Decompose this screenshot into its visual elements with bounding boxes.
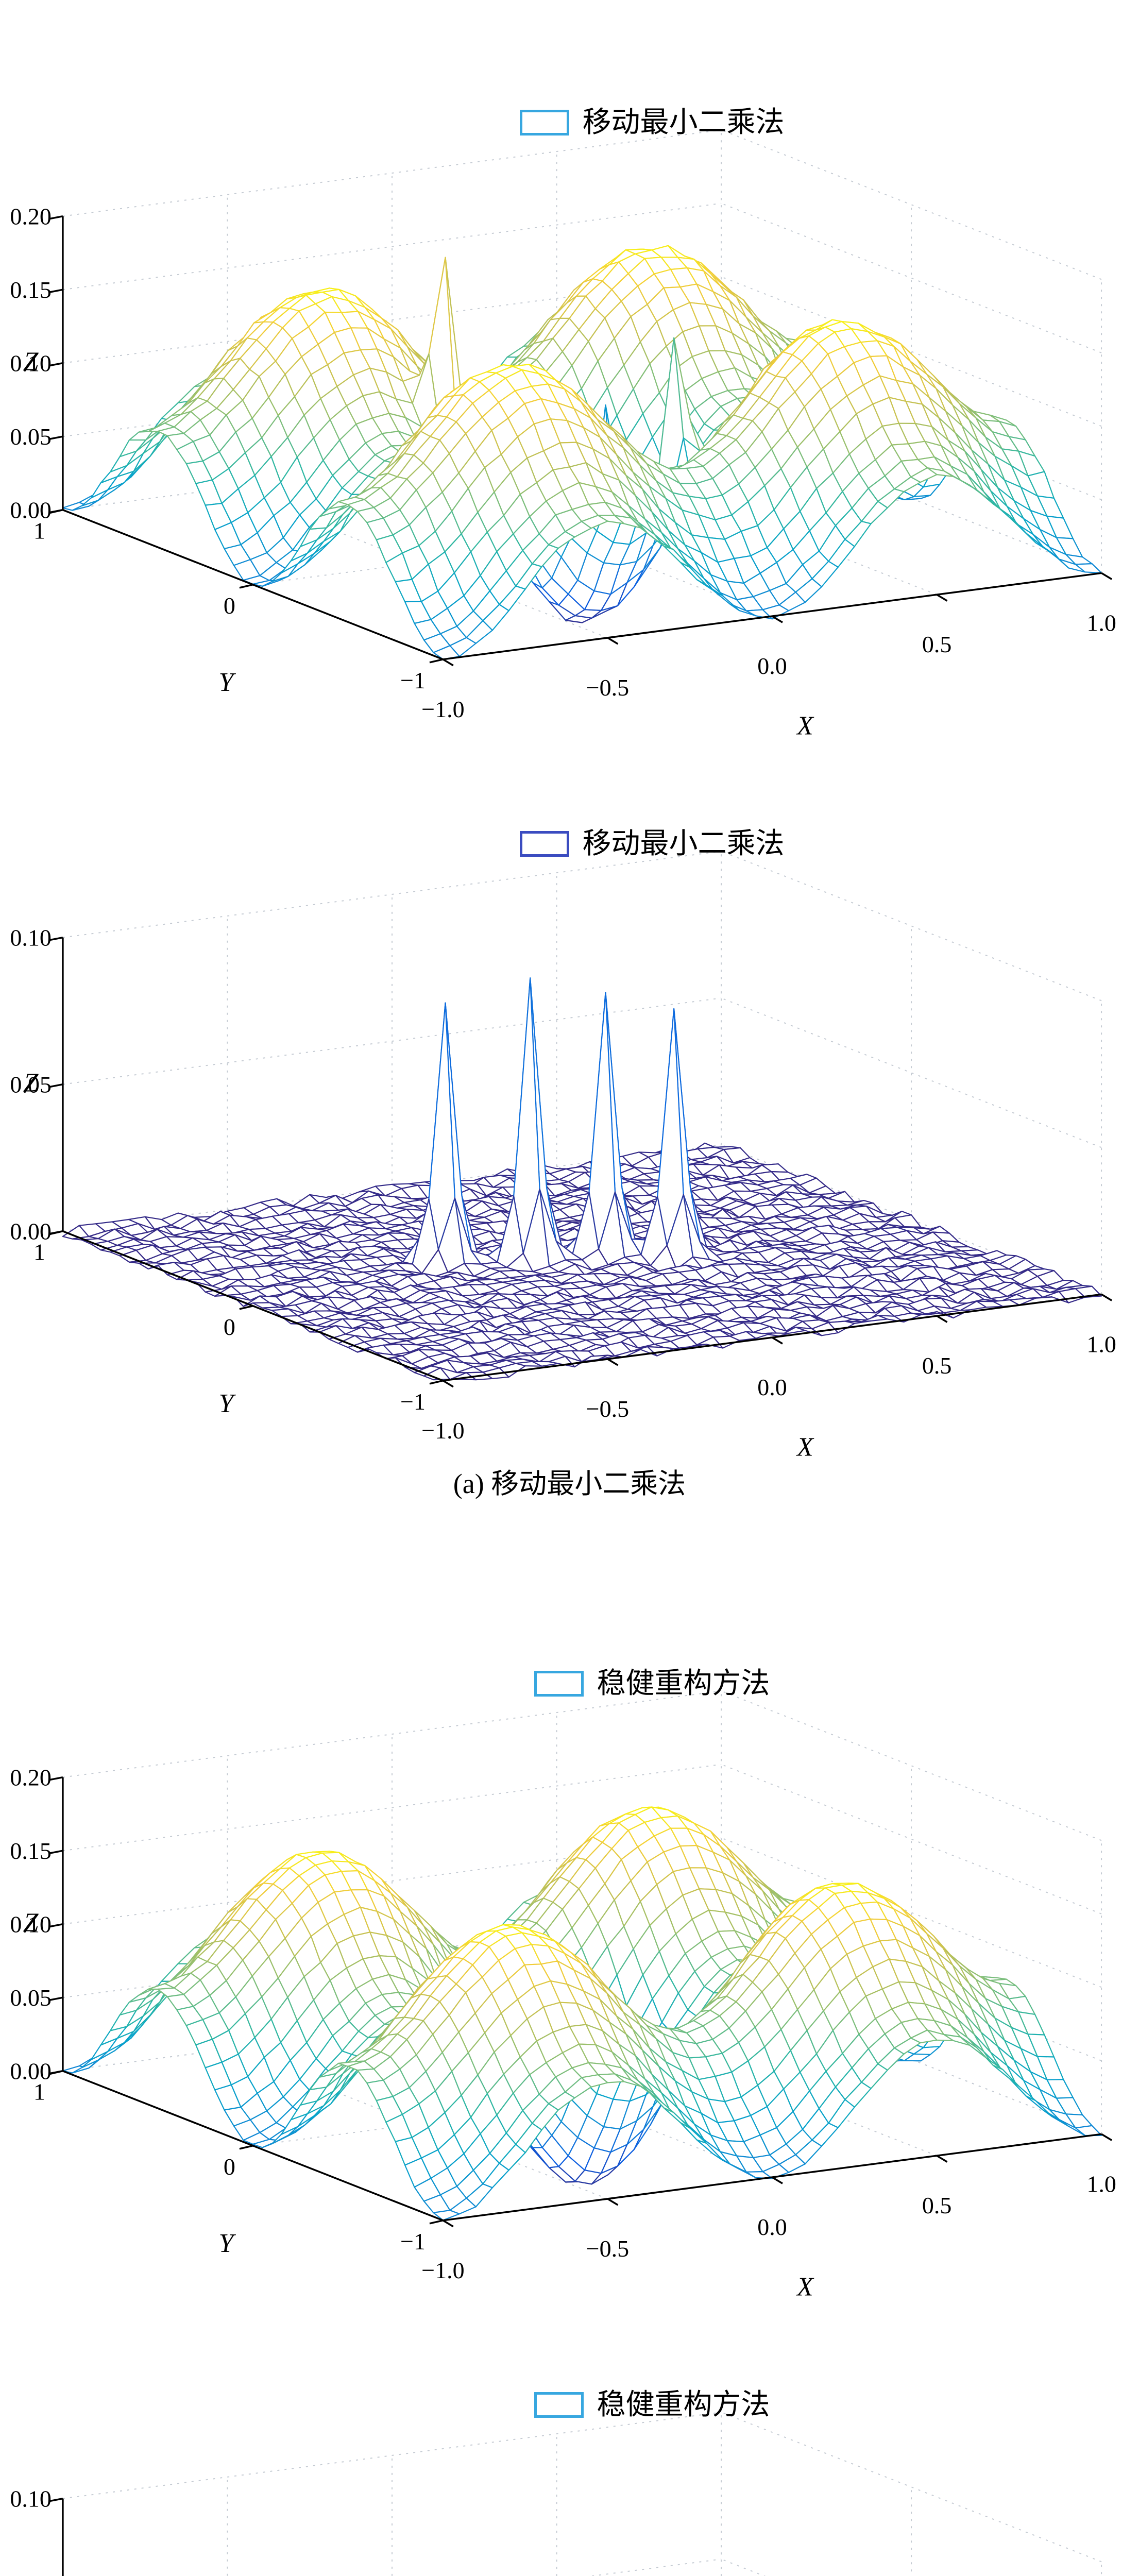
caption-a: (a) 移动最小二乘法 [453, 1468, 686, 1499]
svg-text:0.00: 0.00 [10, 1218, 52, 1245]
svg-text:0.15: 0.15 [10, 1838, 52, 1864]
axes [49, 2497, 64, 2576]
mesh-surface [62, 977, 1102, 1381]
svg-text:1: 1 [33, 518, 45, 544]
svg-text:1: 1 [33, 1239, 45, 1265]
axes [49, 936, 1113, 1388]
mesh-plot-a-top: −1.0 −0.5 0.0 0.5 1.0 −1 0 10.00 0.05 0.10 0.15 0.2… [10, 129, 1116, 741]
chart-block-a-bottom: −1.0 −0.5 0.0 0.5 1.0 −1 0 1 0.00 0.05 0.10 X Y Z 移动最… [0, 742, 1139, 1463]
tick-labels: −1.0 −0.5 0.0 0.5 1.0 −1 0 10.00 0.05 0.10 [10, 925, 1116, 1444]
svg-text:1: 1 [33, 2079, 45, 2105]
svg-text:−1.0: −1.0 [421, 2257, 464, 2283]
grid-lines [62, 2412, 1102, 2576]
svg-text:0.00: 0.00 [10, 497, 52, 523]
axis-labels: X Y Z [23, 347, 814, 741]
svg-text:0: 0 [224, 2154, 235, 2180]
svg-text:0.10: 0.10 [10, 925, 52, 951]
mesh-swatch-icon [534, 2392, 584, 2418]
svg-text:X: X [796, 2273, 814, 2302]
svg-text:0.10: 0.10 [10, 2486, 52, 2512]
svg-text:Z: Z [23, 347, 39, 377]
svg-text:0.20: 0.20 [10, 204, 52, 230]
mesh-plot-a-bottom: −1.0 −0.5 0.0 0.5 1.0 −1 0 10.00 0.05 0.10 X Y Z [10, 851, 1116, 1462]
mesh-surface [62, 245, 1102, 660]
mesh-swatch-icon [534, 1671, 584, 1697]
svg-text:Z: Z [23, 1069, 39, 1098]
svg-text:−1.0: −1.0 [421, 1417, 464, 1444]
svg-text:0.0: 0.0 [757, 1374, 787, 1400]
svg-text:0.5: 0.5 [922, 1352, 952, 1379]
svg-text:0.20: 0.20 [10, 1765, 52, 1791]
svg-text:−1: −1 [400, 2228, 426, 2255]
svg-text:Z: Z [23, 1908, 39, 1938]
svg-text:0: 0 [224, 1314, 235, 1340]
legend-label: 稳健重构方法 [597, 2389, 770, 2421]
svg-text:0.00: 0.00 [10, 2058, 52, 2084]
svg-text:X: X [796, 711, 814, 741]
svg-text:0.5: 0.5 [922, 2192, 952, 2218]
svg-text:0: 0 [224, 592, 235, 619]
tick-labels: −1.0 −0.5 0.0 0.5 1.0 −1 0 10.00 0.05 0.10 0.15 0.2… [10, 1765, 1116, 2283]
svg-text:0.0: 0.0 [757, 653, 787, 679]
legend-a-top: 移动最小二乘法 [519, 107, 785, 139]
svg-text:−0.5: −0.5 [586, 674, 629, 701]
mesh-surface [62, 1806, 1102, 2221]
svg-text:0.05: 0.05 [10, 1985, 52, 2011]
svg-text:0.5: 0.5 [922, 631, 952, 657]
section-gap [0, 1504, 1139, 1582]
svg-text:1.0: 1.0 [1086, 1331, 1116, 1357]
svg-text:1.0: 1.0 [1086, 609, 1116, 636]
legend-label: 移动最小二乘法 [582, 828, 785, 860]
legend-label: 移动最小二乘法 [582, 107, 785, 139]
svg-text:0.15: 0.15 [10, 277, 52, 303]
svg-text:−1.0: −1.0 [421, 696, 464, 722]
mesh-swatch-icon [519, 831, 569, 857]
svg-text:Y: Y [218, 1389, 236, 1418]
mesh-swatch-icon [519, 110, 569, 135]
svg-text:−0.5: −0.5 [586, 1396, 629, 1422]
svg-text:−1: −1 [400, 667, 426, 693]
legend-a-bottom: 移动最小二乘法 [519, 828, 785, 860]
axes [49, 1776, 1113, 2228]
axes [49, 215, 1113, 667]
legend-b-bottom: 稳健重构方法 [534, 2391, 770, 2419]
svg-text:0.0: 0.0 [757, 2214, 787, 2240]
axis-labels: X Y Z [23, 1069, 814, 1462]
svg-text:0.10: 0.10 [10, 1911, 52, 1938]
svg-text:Y: Y [218, 668, 236, 697]
chart-block-a-top: −1.0 −0.5 0.0 0.5 1.0 −1 0 1 0.00 0.05 0.10 0.15 0.2… [0, 21, 1139, 742]
mesh-plot-b-top: −1.0 −0.5 0.0 0.5 1.0 −1 0 10.00 0.05 0.10 0.15 0.2… [10, 1690, 1116, 2302]
svg-text:Y: Y [218, 2229, 236, 2258]
svg-text:0.10: 0.10 [10, 350, 52, 377]
svg-text:−0.5: −0.5 [586, 2235, 629, 2262]
svg-text:X: X [796, 1433, 814, 1462]
svg-text:0.05: 0.05 [10, 1072, 52, 1098]
tick-labels: −1.0 −0.5 0.0 0.5 1.0 −1 0 10.00 0.05 0.10 0.15 0.2… [10, 204, 1116, 722]
axis-labels: X Y Z [23, 1908, 814, 2302]
chart-block-b-top: −1.0 −0.5 0.0 0.5 1.0 −1 0 1 0.00 0.05 0.10 0.15 0.2… [0, 1582, 1139, 2303]
svg-text:1.0: 1.0 [1086, 2171, 1116, 2197]
svg-text:−1: −1 [400, 1388, 426, 1415]
legend-b-top: 稳健重构方法 [534, 1669, 770, 1698]
svg-text:0.05: 0.05 [10, 423, 52, 450]
legend-label: 稳健重构方法 [597, 1668, 770, 1700]
